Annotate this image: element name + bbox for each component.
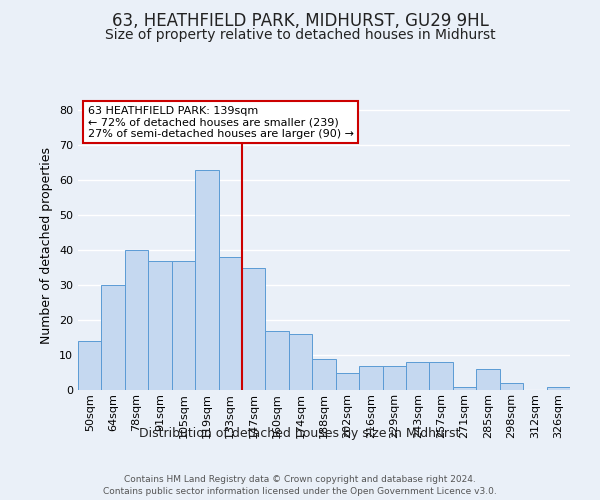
- Bar: [406, 362, 430, 390]
- Bar: [312, 358, 336, 390]
- Bar: [218, 257, 242, 390]
- Bar: [101, 285, 125, 390]
- Bar: [453, 386, 476, 390]
- Text: Contains HM Land Registry data © Crown copyright and database right 2024.
Contai: Contains HM Land Registry data © Crown c…: [103, 475, 497, 496]
- Bar: [336, 372, 359, 390]
- Text: Distribution of detached houses by size in Midhurst: Distribution of detached houses by size …: [139, 428, 461, 440]
- Text: Size of property relative to detached houses in Midhurst: Size of property relative to detached ho…: [104, 28, 496, 42]
- Bar: [547, 386, 570, 390]
- Bar: [195, 170, 218, 390]
- Bar: [242, 268, 265, 390]
- Bar: [265, 330, 289, 390]
- Y-axis label: Number of detached properties: Number of detached properties: [40, 146, 53, 344]
- Bar: [359, 366, 383, 390]
- Bar: [125, 250, 148, 390]
- Bar: [476, 369, 500, 390]
- Bar: [430, 362, 453, 390]
- Bar: [500, 383, 523, 390]
- Bar: [78, 341, 101, 390]
- Text: 63 HEATHFIELD PARK: 139sqm
← 72% of detached houses are smaller (239)
27% of sem: 63 HEATHFIELD PARK: 139sqm ← 72% of deta…: [88, 106, 354, 139]
- Bar: [172, 260, 195, 390]
- Bar: [383, 366, 406, 390]
- Text: 63, HEATHFIELD PARK, MIDHURST, GU29 9HL: 63, HEATHFIELD PARK, MIDHURST, GU29 9HL: [112, 12, 488, 30]
- Bar: [148, 260, 172, 390]
- Bar: [289, 334, 312, 390]
